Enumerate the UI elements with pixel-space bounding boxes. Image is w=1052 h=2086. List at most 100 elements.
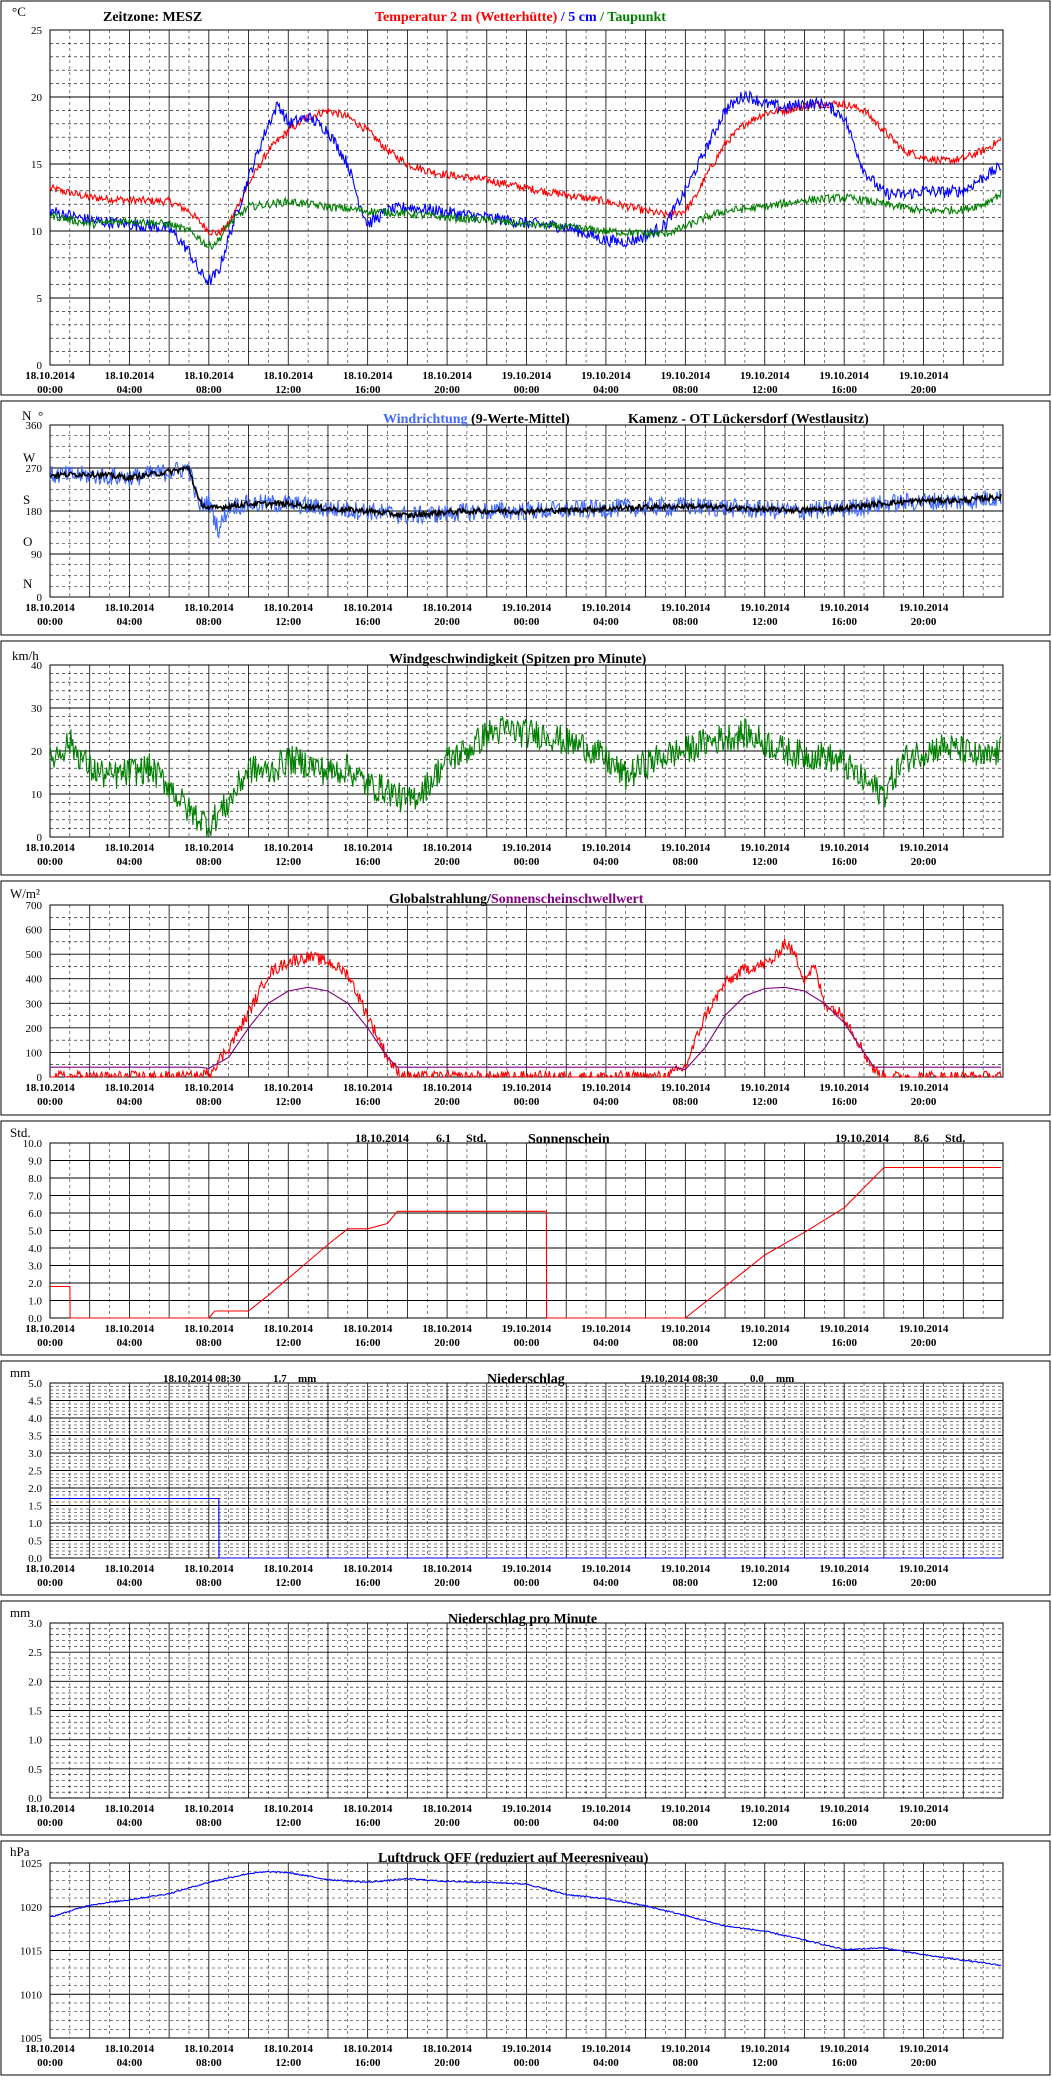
y-tick-label: 10 [31,226,43,238]
x-tick-time: 08:00 [196,384,222,396]
x-tick-time: 08:00 [672,384,698,396]
x-tick-date: 19.10.2014 [819,602,869,614]
x-tick-time: 04:00 [593,2057,619,2069]
x-tick-date: 18.10.2014 [184,842,234,854]
x-tick-time: 04:00 [117,856,143,868]
x-tick-time: 00:00 [514,1817,540,1829]
x-tick-time: 16:00 [831,1096,857,1108]
x-tick-date: 18.10.2014 [343,1803,393,1815]
y-tick-label: 400 [26,974,43,986]
sunshine-day2-date: 19.10.2014 [835,1131,889,1145]
x-tick-date: 18.10.2014 [422,602,472,614]
x-tick-date: 19.10.2014 [661,1323,711,1335]
x-tick-time: 16:00 [831,1817,857,1829]
x-tick-time: 04:00 [117,1096,143,1108]
y-tick-label: 2.0 [28,1278,42,1290]
y-tick-label: 3.0 [28,1618,42,1630]
x-tick-date: 19.10.2014 [502,1323,552,1335]
compass-n: N [23,576,33,591]
panel-sunshine: 0.0 1.0 2.0 3.0 4.0 5.0 6.0 7.0 8.0 9.0 10.0 18.10.… [0,1120,1051,1356]
x-tick-time: 08:00 [196,1577,222,1589]
x-tick-date: 18.10.2014 [105,1803,155,1815]
plot-area [49,29,1004,366]
x-tick-time: 04:00 [117,1577,143,1589]
x-tick-time: 16:00 [355,1817,381,1829]
y-tick-label: 3.0 [28,1448,42,1460]
x-tick-time: 20:00 [911,616,937,628]
compass-s: S [23,492,30,507]
y-tick-label: 0 [37,360,43,372]
y-tick-label: 0 [37,832,43,844]
precip-day2-date: 19.10.2014 08:30 [640,1373,718,1385]
y-tick-label: 1.0 [28,1735,42,1747]
x-tick-date: 18.10.2014 [343,842,393,854]
x-tick-time: 12:00 [752,1337,778,1349]
panel-wind_speed: 0 10 20 30 40 18.10.2014 00:00 18.10.2014 04:00 1… [0,640,1051,876]
plot-area [49,424,1004,598]
panel-frame [0,400,1051,636]
x-tick-time: 20:00 [434,1096,460,1108]
panel-precip: 0.0 0.5 1.0 1.5 2.0 2.5 3.0 3.5 4.0 4.5 5.0 18.10.2… [0,1360,1051,1596]
series-temperatur-2-m-wetterh-tte [49,99,1002,237]
x-tick-time: 08:00 [672,616,698,628]
y-tick-label: 300 [26,998,43,1010]
x-tick-time: 04:00 [593,384,619,396]
x-tick-time: 08:00 [196,1817,222,1829]
x-tick-date: 19.10.2014 [661,1803,711,1815]
x-tick-date: 18.10.2014 [422,842,472,854]
x-tick-date: 19.10.2014 [899,842,949,854]
x-tick-time: 04:00 [117,1337,143,1349]
y-tick-label: 7.0 [28,1191,42,1203]
panel-temperature: 0 5 10 15 20 25 18.10.2014 00:00 18.10.2014 04:00… [0,0,1051,396]
x-tick-date: 18.10.2014 [184,2043,234,2055]
x-tick-date: 19.10.2014 [581,1082,631,1094]
precip-unit: mm [10,1365,30,1380]
series-sonnenschein [50,1166,1001,1319]
x-tick-date: 18.10.2014 [25,2043,75,2055]
y-tick-label: 500 [26,949,43,961]
x-tick-date: 19.10.2014 [581,842,631,854]
x-tick-time: 12:00 [275,1337,301,1349]
x-tick-date: 18.10.2014 [422,2043,472,2055]
y-tick-label: 9.0 [28,1156,42,1168]
precip-title: Niederschlag [487,1372,565,1387]
series-9-werte-mittel [49,464,1002,519]
winddir-title-blue: Windrichtung [383,412,468,427]
x-tick-time: 16:00 [355,2057,381,2069]
y-tick-label: 180 [26,506,43,518]
sunshine-day1-date: 18.10.2014 [355,1131,409,1145]
x-tick-time: 00:00 [514,1337,540,1349]
x-tick-time: 04:00 [593,616,619,628]
y-tick-label: 3.5 [28,1431,42,1443]
x-tick-time: 16:00 [355,1337,381,1349]
x-tick-time: 20:00 [911,384,937,396]
y-tick-label: 1005 [20,2033,43,2045]
panel-frame [0,880,1051,1116]
x-tick-time: 00:00 [37,1096,63,1108]
y-tick-label: 0.0 [28,1793,42,1805]
x-tick-date: 18.10.2014 [343,1082,393,1094]
y-tick-label: 5.0 [28,1378,42,1390]
x-tick-date: 19.10.2014 [899,602,949,614]
panel-frame [0,1360,1051,1596]
x-tick-time: 20:00 [911,856,937,868]
x-tick-date: 18.10.2014 [264,370,314,382]
y-tick-label: 360 [26,420,43,432]
radiation-title: Globalstrahlung/Sonnenscheinschwellwert [389,892,644,907]
x-tick-time: 20:00 [434,2057,460,2069]
x-tick-time: 00:00 [514,1577,540,1589]
y-tick-label: 10.0 [23,1138,43,1150]
y-tick-label: 0.5 [28,1764,42,1776]
x-tick-time: 04:00 [593,1817,619,1829]
y-tick-label: 0.0 [28,1313,42,1325]
x-tick-time: 00:00 [514,384,540,396]
winddir-unit: N [22,408,32,423]
x-tick-time: 20:00 [434,1577,460,1589]
y-tick-label: 1025 [20,1858,43,1870]
x-tick-date: 18.10.2014 [422,1082,472,1094]
x-tick-date: 19.10.2014 [819,1082,869,1094]
x-tick-date: 19.10.2014 [899,1082,949,1094]
x-tick-time: 16:00 [831,1337,857,1349]
x-tick-date: 19.10.2014 [899,1563,949,1575]
x-tick-time: 12:00 [752,2057,778,2069]
